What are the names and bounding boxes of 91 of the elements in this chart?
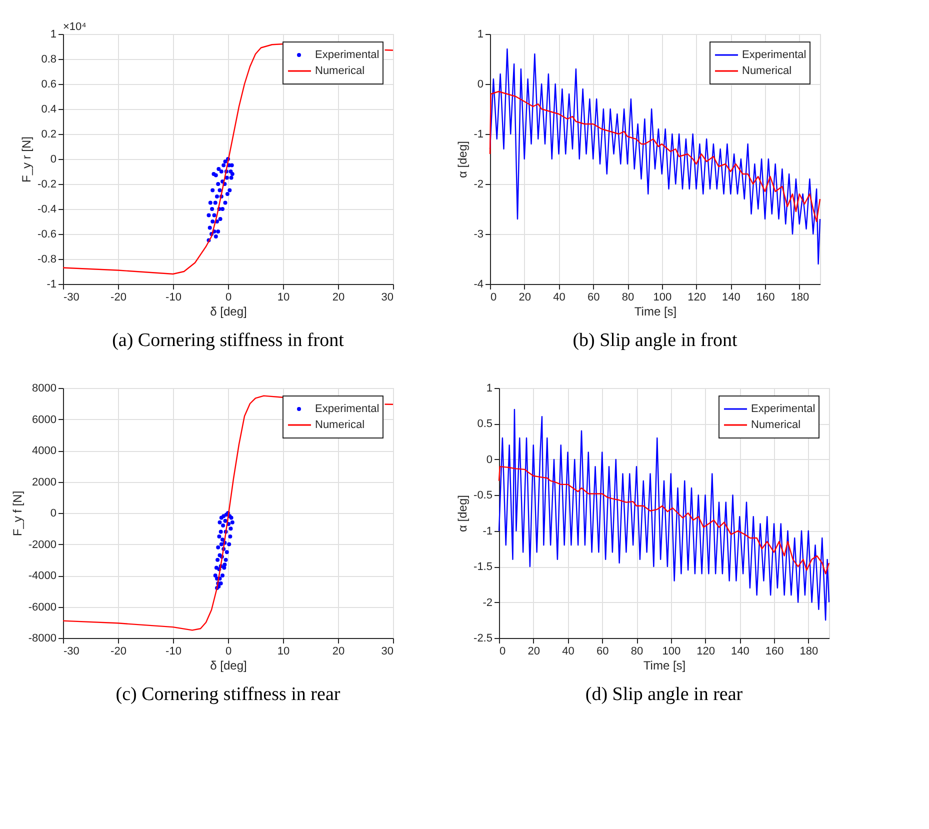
y-tick-label: -8000 [28, 632, 56, 644]
x-tick-label: 10 [277, 646, 290, 658]
y-tick-label: -2 [482, 596, 492, 609]
x-tick-label: 80 [622, 292, 634, 304]
x-tick-label: -10 [166, 292, 182, 304]
y-tick-label: -1.5 [474, 561, 492, 574]
y-tick-label: 2000 [32, 476, 56, 488]
y-tick-label: -4000 [28, 570, 56, 582]
x-tick-label: 120 [688, 292, 706, 304]
y-tick-label: 6000 [32, 414, 56, 426]
y-tick-label: 0 [50, 154, 56, 166]
y-tick-label: 0 [477, 78, 484, 90]
line-series [489, 48, 821, 265]
y-tick-label: 0 [50, 508, 56, 520]
x-tick-label: -30 [64, 292, 80, 304]
x-tick-label: -20 [110, 646, 126, 658]
legend-label: Experimental [742, 49, 806, 61]
y-axis-title: F_y f [N] [10, 490, 24, 536]
x-tick-label: 0 [225, 292, 232, 304]
x-axis-title: Time [s] [643, 658, 686, 672]
y-tick-label: 0.2 [41, 128, 56, 140]
x-tick-label: 120 [696, 646, 715, 658]
y-tick-label: -6000 [28, 601, 56, 614]
y-tick-label: -0.6 [38, 228, 56, 240]
text: (c) Cornering stiffness in rear [116, 684, 341, 705]
x-tick-label: 20 [332, 646, 345, 658]
x-tick-label: 0 [225, 646, 232, 658]
y-tick-label: 0.8 [41, 54, 56, 66]
x-tick-label: 100 [662, 646, 681, 658]
y-tick-label: -0.4 [38, 204, 56, 216]
y-tick-label: 0.5 [477, 418, 492, 430]
legend-label: Numerical [315, 65, 365, 77]
x-tick-label: 160 [756, 292, 775, 304]
x-tick-label: 60 [588, 292, 600, 304]
y-tick-label: -2 [474, 178, 484, 190]
y-axis-title: α [deg] [456, 495, 470, 532]
x-tick-label: 40 [553, 292, 566, 304]
legend-label: Numerical [742, 65, 792, 77]
x-tick-label: 40 [562, 646, 574, 658]
legend-label: Experimental [315, 49, 380, 61]
line-series [489, 90, 821, 222]
x-tick-label: 180 [800, 646, 818, 658]
x-tick-label: 30 [381, 646, 394, 658]
y-axis-title: α [deg] [456, 141, 470, 178]
y-tick-label: 8000 [32, 382, 56, 394]
x-tick-label: 100 [653, 292, 672, 304]
x-tick-label: 20 [528, 646, 540, 658]
x-tick-label: 80 [630, 646, 644, 658]
y-tick-label: 1 [50, 28, 56, 40]
x-tick-label: 60 [596, 646, 609, 658]
y-tick-label: -1 [474, 128, 484, 140]
y-tick-label: 4000 [32, 445, 56, 457]
legend-label: Experimental [315, 403, 380, 415]
y-tick-label: 0 [486, 454, 492, 466]
y-tick-label: 1 [477, 28, 484, 40]
y-tick-label: -3 [474, 228, 484, 240]
x-tick-label: 20 [518, 292, 531, 304]
x-tick-label: 0 [500, 646, 506, 658]
x-tick-label: 180 [790, 292, 810, 304]
x-axis-title: δ [deg] [210, 658, 247, 672]
x-tick-label: 140 [722, 292, 740, 304]
text: (b) Slip angle in front [572, 330, 738, 351]
y-tick-label: -0.5 [474, 490, 492, 502]
y-tick-label: -4 [474, 278, 484, 290]
x-axis-title: Time [s] [634, 304, 677, 318]
x-axis-title: δ [deg] [210, 304, 247, 318]
x-tick-label: -20 [110, 292, 126, 304]
y-tick-label: -2.5 [474, 632, 492, 644]
x-tick-label: 140 [730, 646, 750, 658]
legend-label: Numerical [751, 419, 801, 431]
x-tick-label: -30 [64, 646, 80, 658]
text: (a) Cornering stiffness in front [112, 330, 345, 351]
legend-label: Numerical [315, 419, 365, 431]
x-tick-label: 160 [765, 646, 784, 658]
legend-label: Experimental [751, 403, 816, 415]
x-tick-label: -10 [166, 646, 182, 658]
y-tick-label: 1 [486, 382, 492, 394]
y-tick-label: 0.4 [41, 104, 56, 116]
x-tick-label: 30 [381, 292, 394, 304]
text: ×10⁴ [63, 21, 87, 33]
y-tick-label: -0.8 [38, 254, 56, 266]
y-tick-label: -1 [46, 278, 56, 290]
y-tick-label: -0.2 [38, 178, 56, 190]
y-axis-title: F_y r [N] [20, 136, 34, 183]
y-tick-label: 0.6 [41, 78, 56, 90]
line-series [498, 466, 830, 574]
x-tick-label: 20 [332, 292, 345, 304]
y-tick-label: -1 [482, 525, 492, 538]
text: (d) Slip angle in rear [585, 684, 744, 705]
y-tick-label: -2000 [28, 538, 56, 551]
x-tick-label: 10 [277, 292, 290, 304]
